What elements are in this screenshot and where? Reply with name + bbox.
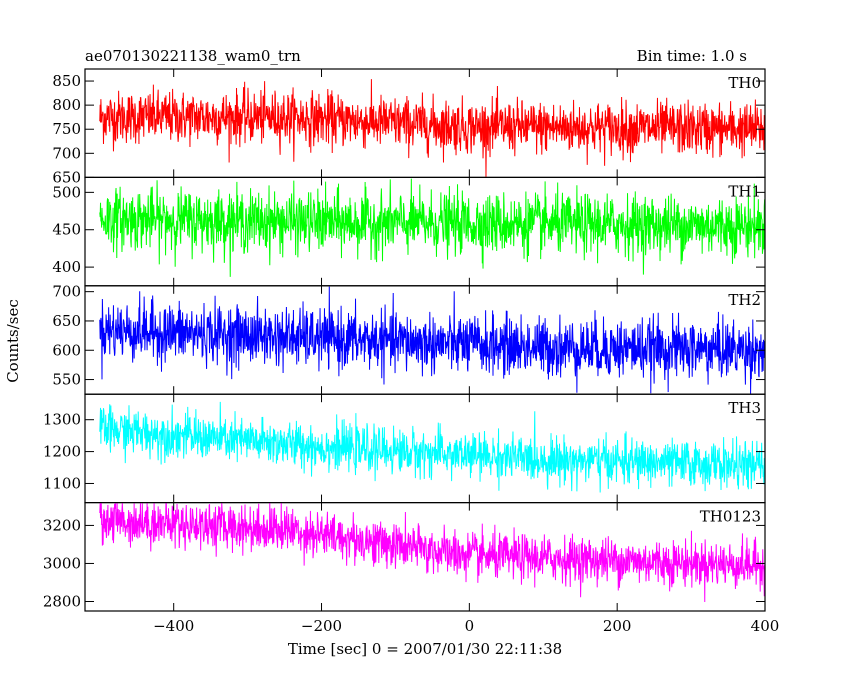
- y-tick-label: 750: [52, 120, 81, 138]
- y-tick-label: 2800: [43, 592, 81, 610]
- x-tick-label: −400: [153, 617, 194, 635]
- y-tick-label: 3200: [43, 516, 81, 534]
- panel-label-th0123: TH0123: [700, 508, 761, 526]
- x-tick-label: 0: [465, 617, 475, 635]
- y-tick-label: 650: [52, 312, 81, 330]
- bin-time-label: Bin time: 1.0 s: [637, 47, 747, 65]
- series-line-th2: [99, 286, 766, 394]
- panel-label-th0: TH0: [728, 74, 761, 92]
- y-tick-label: 1300: [43, 411, 81, 429]
- y-tick-label: 1100: [43, 474, 81, 492]
- y-tick-label: 850: [52, 72, 81, 90]
- y-tick-label: 600: [52, 341, 81, 359]
- panel-label-th2: TH2: [728, 291, 761, 309]
- series-line-th3: [99, 401, 766, 493]
- x-axis-label: Time [sec] 0 = 2007/01/30 22:11:38: [288, 640, 562, 658]
- series-line-th1: [99, 178, 766, 277]
- y-tick-label: 450: [52, 221, 81, 239]
- y-tick-label: 3000: [43, 554, 81, 572]
- x-tick-label: 400: [751, 617, 780, 635]
- series-line-th0: [99, 79, 766, 177]
- y-tick-label: 650: [52, 168, 81, 186]
- panel-frame-th0123: [84, 502, 766, 612]
- panel-label-th1: TH1: [728, 182, 761, 200]
- y-tick-label: 400: [52, 258, 81, 276]
- y-tick-label: 550: [52, 371, 81, 389]
- series-line-th0123: [99, 502, 766, 603]
- y-tick-label: 700: [52, 283, 81, 301]
- x-tick-label: −200: [301, 617, 342, 635]
- y-tick-label: 1200: [43, 443, 81, 461]
- chart-title: ae070130221138_wam0_trn: [85, 47, 301, 65]
- y-tick-label: 500: [52, 183, 81, 201]
- y-tick-label: 700: [52, 144, 81, 162]
- y-axis-label: Counts/sec: [4, 299, 22, 383]
- panel-label-th3: TH3: [728, 399, 761, 417]
- y-tick-label: 800: [52, 96, 81, 114]
- panels-group: 650 700 750 800 850 TH0 400 450 500 TH1 550 600 650 7…: [43, 68, 780, 635]
- x-tick-label: 200: [603, 617, 632, 635]
